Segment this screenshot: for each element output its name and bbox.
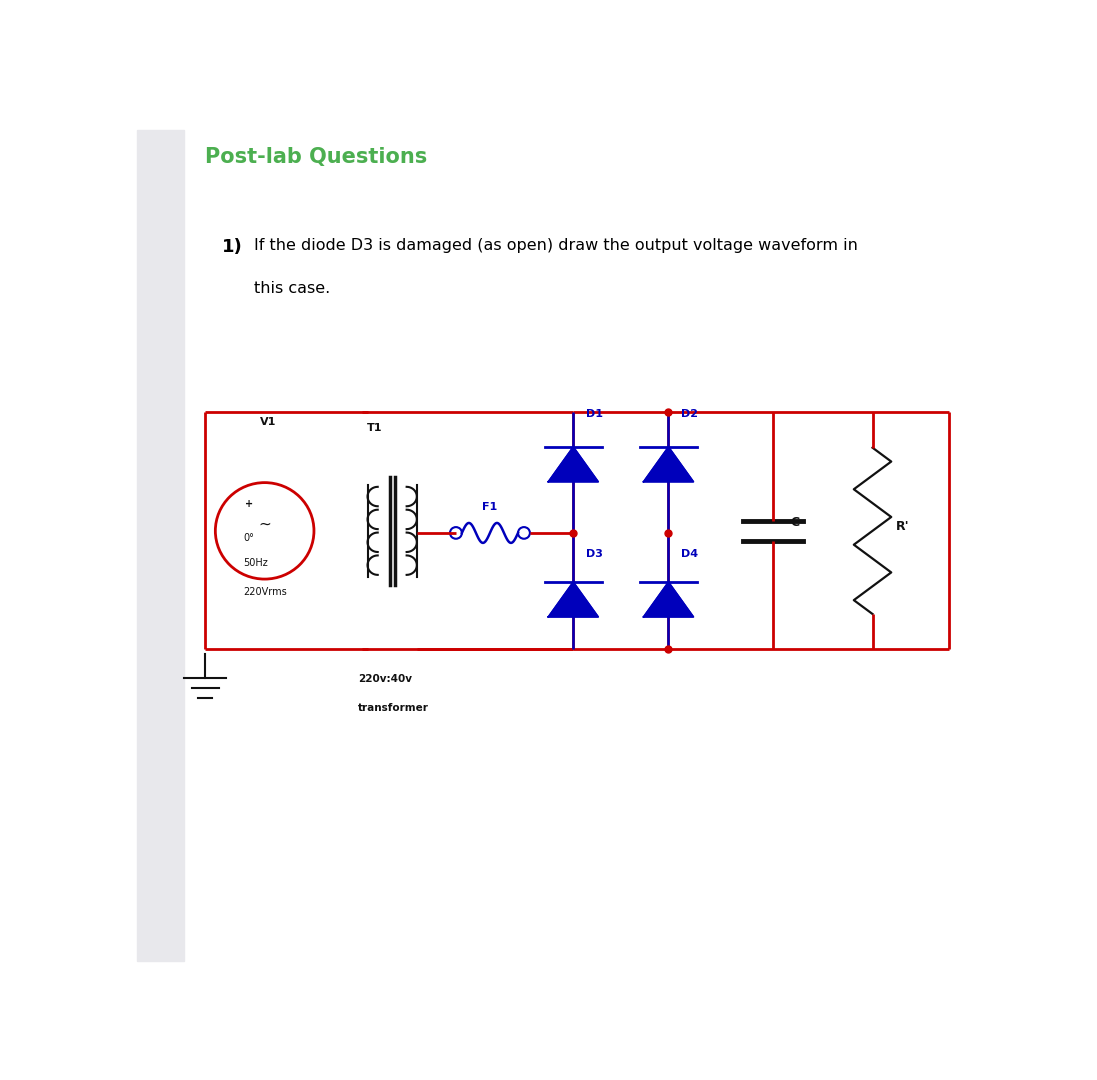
Text: 50Hz: 50Hz — [244, 558, 268, 568]
Text: +: + — [246, 499, 253, 510]
Text: If the diode D3 is damaged (as open) draw the output voltage waveform in: If the diode D3 is damaged (as open) dra… — [255, 238, 858, 253]
Text: R': R' — [896, 521, 909, 534]
Text: 0°: 0° — [244, 534, 255, 543]
Polygon shape — [644, 582, 693, 617]
Bar — [137, 130, 184, 961]
Text: ~: ~ — [258, 516, 271, 531]
Text: transformer: transformer — [359, 703, 429, 714]
Text: D1: D1 — [586, 409, 603, 419]
Text: F1: F1 — [483, 502, 498, 512]
Text: 1): 1) — [222, 238, 242, 256]
Text: D4: D4 — [681, 549, 699, 558]
Polygon shape — [548, 582, 598, 617]
Text: 220Vrms: 220Vrms — [244, 588, 287, 597]
Text: V1: V1 — [260, 417, 276, 427]
Polygon shape — [644, 447, 693, 482]
Text: T1: T1 — [366, 423, 382, 433]
Text: D3: D3 — [586, 549, 603, 558]
Text: D2: D2 — [681, 409, 698, 419]
Text: this case.: this case. — [255, 281, 330, 296]
Text: Post-lab Questions: Post-lab Questions — [205, 147, 428, 167]
Polygon shape — [548, 447, 598, 482]
Text: C: C — [790, 516, 800, 529]
Text: 220v:40v: 220v:40v — [359, 674, 412, 685]
